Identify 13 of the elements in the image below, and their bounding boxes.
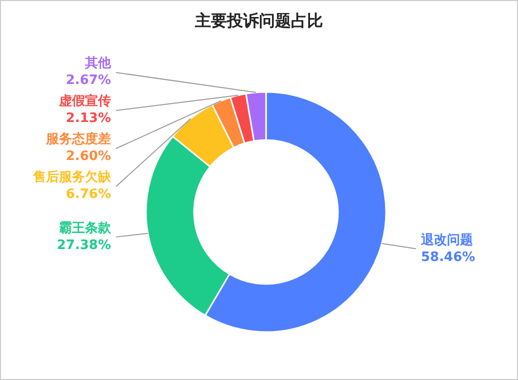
- slice-label: 其他: [85, 56, 111, 72]
- slice-label: 服务态度差: [46, 132, 111, 148]
- data-label: 6.76%: [66, 187, 111, 202]
- data-label: 2.13%: [66, 111, 111, 126]
- slice-label: 霸王条款: [59, 220, 111, 236]
- data-label: 2.67%: [66, 73, 111, 88]
- slice-label: 虚假宣传: [59, 94, 111, 110]
- slice-label: 售后服务欠缺: [33, 170, 111, 186]
- data-label: 2.60%: [66, 149, 111, 164]
- data-label: 58.46%: [421, 250, 476, 265]
- slice-label: 退改问题: [421, 232, 473, 248]
- chart-title: 主要投诉问题占比: [194, 11, 323, 30]
- data-label: 27.38%: [56, 238, 112, 253]
